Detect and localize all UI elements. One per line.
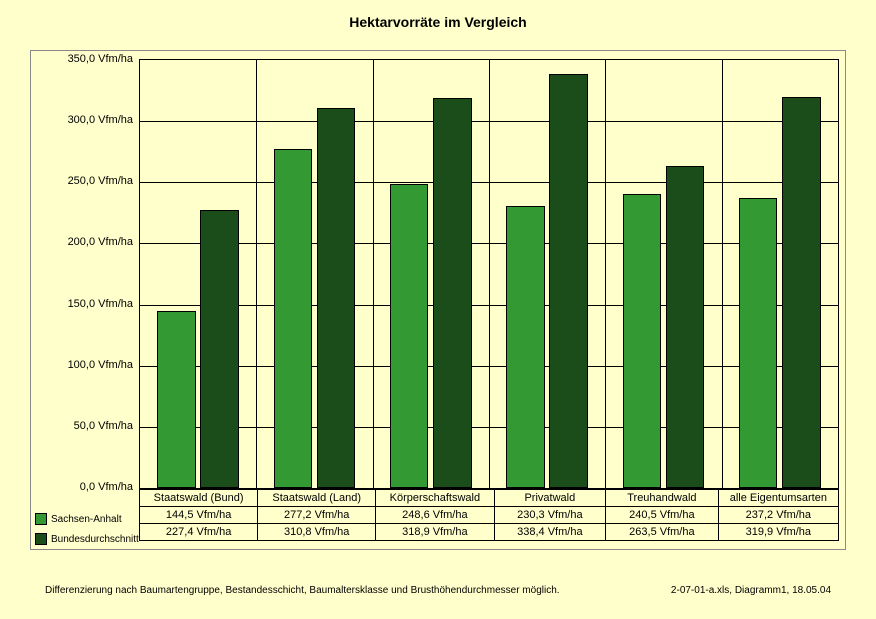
table-cell: 338,4 Vfm/ha — [494, 524, 606, 541]
bar-1-1 — [317, 108, 355, 488]
data-table: Staatswald (Bund)Staatswald (Land)Körper… — [139, 489, 839, 541]
table-row-series-1: 227,4 Vfm/ha310,8 Vfm/ha318,9 Vfm/ha338,… — [140, 524, 839, 541]
legend-row-0: Sachsen-Anhalt — [31, 509, 139, 529]
table-cell: 227,4 Vfm/ha — [140, 524, 258, 541]
table-cell: 277,2 Vfm/ha — [258, 507, 376, 524]
chart-page: Hektarvorräte im Vergleich Sachsen-Anhal… — [0, 0, 876, 619]
footnote-left: Differenzierung nach Baumartengruppe, Be… — [45, 585, 560, 596]
bar-1-4 — [666, 166, 704, 488]
y-tick-label: 0,0 Vfm/ha — [43, 481, 133, 493]
table-header-cell: alle Eigentumsarten — [718, 490, 838, 507]
y-tick-label: 250,0 Vfm/ha — [43, 175, 133, 187]
table-cell: 230,3 Vfm/ha — [494, 507, 606, 524]
chart-box: Sachsen-Anhalt Bundesdurchschnitt Staats… — [30, 50, 846, 550]
y-tick-label: 100,0 Vfm/ha — [43, 359, 133, 371]
legend-label-1: Bundesdurchschnitt — [51, 534, 139, 545]
table-cell: 318,9 Vfm/ha — [376, 524, 494, 541]
table-header-cell: Körperschaftswald — [376, 490, 494, 507]
table-cell: 248,6 Vfm/ha — [376, 507, 494, 524]
y-tick-label: 150,0 Vfm/ha — [43, 298, 133, 310]
x-gridline — [605, 60, 606, 488]
chart-title: Hektarvorräte im Vergleich — [0, 0, 876, 30]
x-gridline — [489, 60, 490, 488]
bar-1-2 — [433, 98, 471, 488]
legend-row-1: Bundesdurchschnitt — [31, 529, 139, 549]
table-cell: 319,9 Vfm/ha — [718, 524, 838, 541]
table-header-cell: Privatwald — [494, 490, 606, 507]
legend-label-0: Sachsen-Anhalt — [51, 514, 122, 525]
x-gridline — [256, 60, 257, 488]
bar-0-1 — [274, 149, 312, 488]
y-tick-label: 350,0 Vfm/ha — [43, 53, 133, 65]
bar-1-3 — [549, 74, 587, 488]
table-header-cell: Staatswald (Bund) — [140, 490, 258, 507]
bar-0-0 — [157, 311, 195, 488]
table-cell: 310,8 Vfm/ha — [258, 524, 376, 541]
table-header-cell: Staatswald (Land) — [258, 490, 376, 507]
x-gridline — [722, 60, 723, 488]
legend-swatch-1 — [35, 533, 47, 545]
x-gridline — [373, 60, 374, 488]
bar-1-5 — [782, 97, 820, 488]
bar-0-4 — [623, 194, 661, 488]
legend-swatch-0 — [35, 513, 47, 525]
bar-0-3 — [506, 206, 544, 488]
bar-0-2 — [390, 184, 428, 488]
table-row-categories: Staatswald (Bund)Staatswald (Land)Körper… — [140, 490, 839, 507]
table-header-cell: Treuhandwald — [606, 490, 719, 507]
y-tick-label: 300,0 Vfm/ha — [43, 114, 133, 126]
table-cell: 240,5 Vfm/ha — [606, 507, 719, 524]
table-cell: 144,5 Vfm/ha — [140, 507, 258, 524]
bar-0-5 — [739, 198, 777, 488]
plot-area — [139, 59, 839, 489]
bar-1-0 — [200, 210, 238, 488]
table-row-series-0: 144,5 Vfm/ha277,2 Vfm/ha248,6 Vfm/ha230,… — [140, 507, 839, 524]
y-tick-label: 200,0 Vfm/ha — [43, 236, 133, 248]
footnote-right: 2-07-01-a.xls, Diagramm1, 18.05.04 — [671, 585, 831, 596]
table-cell: 237,2 Vfm/ha — [718, 507, 838, 524]
y-tick-label: 50,0 Vfm/ha — [43, 420, 133, 432]
table-cell: 263,5 Vfm/ha — [606, 524, 719, 541]
